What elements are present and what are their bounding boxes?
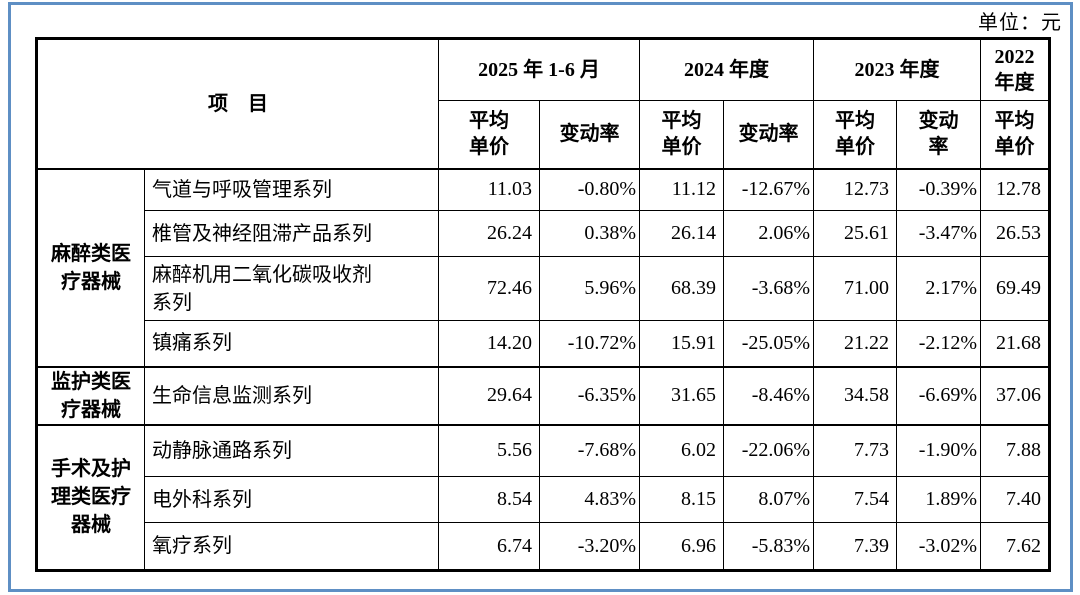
- value-cell: -5.83%: [723, 522, 815, 571]
- value-cell: 69.49: [980, 256, 1051, 321]
- header-row-periods: 项 目 2025 年 1-6 月 2024 年度 2023 年度 2022 年度: [36, 38, 1051, 170]
- value-cell: 34.58: [813, 365, 898, 425]
- category-cell-monitoring: 监护类医 疗器械: [36, 365, 145, 425]
- category-cell-surgery-nursing: 手术及护 理类医疗 器械: [36, 423, 145, 571]
- value-cell: 8.15: [639, 476, 725, 523]
- value-cell: 31.65: [639, 365, 725, 425]
- value-cell: 15.91: [639, 320, 725, 367]
- series-cell: 动静脉通路系列: [144, 423, 439, 477]
- column-header-change-rate-2025: 变动率: [538, 100, 641, 170]
- value-cell: -0.39%: [896, 168, 982, 211]
- value-cell: -12.67%: [723, 168, 815, 211]
- table-row: 监护类医 疗器械 生命信息监测系列 29.64 -6.35% 31.65 -8.…: [36, 365, 1051, 425]
- value-cell: 29.64: [438, 365, 540, 425]
- value-cell: 72.46: [438, 256, 540, 321]
- table-row: 氧疗系列 6.74 -3.20% 6.96 -5.83% 7.39 -3.02%…: [37, 522, 1051, 571]
- value-cell: 7.73: [813, 423, 898, 477]
- value-cell: 7.40: [980, 476, 1051, 523]
- column-header-avg-price-2023: 平均 单价: [813, 100, 898, 170]
- value-cell: 26.53: [980, 210, 1051, 257]
- series-cell: 氧疗系列: [144, 522, 439, 571]
- value-cell: 0.38%: [538, 210, 641, 257]
- series-cell: 气道与呼吸管理系列: [144, 168, 439, 211]
- value-cell: 12.73: [813, 168, 898, 211]
- series-cell: 生命信息监测系列: [144, 365, 439, 425]
- table-row: 麻醉机用二氧化碳吸收剂 系列 72.46 5.96% 68.39 -3.68% …: [37, 256, 1051, 321]
- unit-label: 单位：元: [978, 12, 1062, 34]
- value-cell: -22.06%: [723, 423, 815, 477]
- column-header-change-rate-2024: 变动率: [723, 100, 815, 170]
- value-cell: 26.14: [639, 210, 725, 257]
- value-cell: 26.24: [438, 210, 540, 257]
- series-cell: 镇痛系列: [144, 320, 439, 367]
- column-header-avg-price-2022: 平均 单价: [980, 100, 1051, 170]
- table-header: 项 目 2025 年 1-6 月 2024 年度 2023 年度 2022 年度…: [36, 38, 1051, 170]
- value-cell: -0.80%: [538, 168, 641, 211]
- value-cell: 11.12: [639, 168, 725, 211]
- column-header-2023: 2023 年度: [813, 38, 982, 101]
- value-cell: 5.56: [438, 423, 540, 477]
- value-cell: 6.74: [438, 522, 540, 571]
- value-cell: 1.89%: [896, 476, 982, 523]
- table-row: 电外科系列 8.54 4.83% 8.15 8.07% 7.54 1.89% 7…: [37, 476, 1051, 523]
- value-cell: 25.61: [813, 210, 898, 257]
- series-cell: 电外科系列: [144, 476, 439, 523]
- value-cell: 11.03: [438, 168, 540, 211]
- value-cell: 4.83%: [538, 476, 641, 523]
- table-row: 麻醉类医 疗器械 气道与呼吸管理系列 11.03 -0.80% 11.12 -1…: [36, 168, 1051, 367]
- column-header-avg-price-2025: 平均 单价: [438, 100, 540, 170]
- column-header-2025: 2025 年 1-6 月: [437, 38, 641, 101]
- series-cell: 麻醉机用二氧化碳吸收剂 系列: [144, 256, 439, 321]
- value-cell: 7.62: [980, 522, 1051, 571]
- column-header-avg-price-2024: 平均 单价: [639, 100, 725, 170]
- column-header-item: 项 目: [36, 38, 439, 170]
- column-header-2024: 2024 年度: [639, 38, 815, 101]
- value-cell: -10.72%: [538, 320, 641, 367]
- table-row: 椎管及神经阻滞产品系列 26.24 0.38% 26.14 2.06% 25.6…: [37, 210, 1051, 257]
- table-body: 麻醉类医 疗器械 气道与呼吸管理系列 11.03 -0.80% 11.12 -1…: [36, 168, 1051, 571]
- value-cell: 7.88: [980, 423, 1051, 477]
- value-cell: 21.22: [813, 320, 898, 367]
- value-cell: 71.00: [813, 256, 898, 321]
- value-cell: -2.12%: [896, 320, 982, 367]
- column-header-2022: 2022 年度: [980, 38, 1051, 101]
- value-cell: -8.46%: [723, 365, 815, 425]
- value-cell: 7.54: [813, 476, 898, 523]
- table-row: 手术及护 理类医疗 器械 动静脉通路系列 5.56 -7.68% 6.02 -2…: [36, 423, 1051, 571]
- value-cell: 5.96%: [538, 256, 641, 321]
- value-cell: 12.78: [980, 168, 1051, 211]
- value-cell: -7.68%: [538, 423, 641, 477]
- series-cell: 椎管及神经阻滞产品系列: [144, 210, 439, 257]
- value-cell: -3.47%: [896, 210, 982, 257]
- category-cell-anesthesia: 麻醉类医 疗器械: [36, 168, 145, 367]
- value-cell: 7.39: [813, 522, 898, 571]
- value-cell: 14.20: [438, 320, 540, 367]
- value-cell: 8.07%: [723, 476, 815, 523]
- price-table: 项 目 2025 年 1-6 月 2024 年度 2023 年度 2022 年度…: [35, 37, 1052, 572]
- value-cell: 2.17%: [896, 256, 982, 321]
- value-cell: -3.68%: [723, 256, 815, 321]
- column-header-change-rate-2023: 变动 率: [896, 100, 982, 170]
- value-cell: -6.35%: [538, 365, 641, 425]
- value-cell: -25.05%: [723, 320, 815, 367]
- value-cell: 2.06%: [723, 210, 815, 257]
- value-cell: -6.69%: [896, 365, 982, 425]
- value-cell: -1.90%: [896, 423, 982, 477]
- value-cell: -3.20%: [538, 522, 641, 571]
- value-cell: -3.02%: [896, 522, 982, 571]
- value-cell: 68.39: [639, 256, 725, 321]
- value-cell: 37.06: [980, 365, 1051, 425]
- table-row: 镇痛系列 14.20 -10.72% 15.91 -25.05% 21.22 -…: [37, 320, 1051, 367]
- value-cell: 21.68: [980, 320, 1051, 367]
- value-cell: 6.96: [639, 522, 725, 571]
- header-row-metrics: 平均 单价 变动率 平均 单价 变动率 平均 单价 变动 率 平均 单价: [37, 100, 1051, 170]
- value-cell: 6.02: [639, 423, 725, 477]
- value-cell: 8.54: [438, 476, 540, 523]
